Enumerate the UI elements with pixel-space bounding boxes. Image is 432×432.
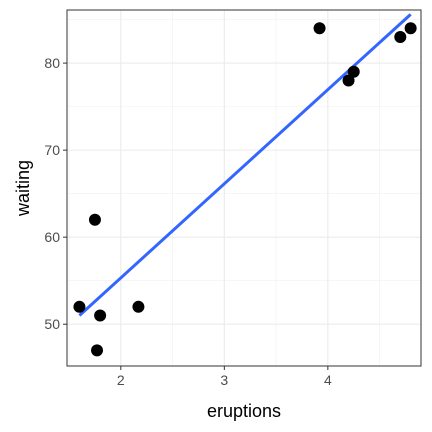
y-tick-label: 60	[44, 229, 60, 245]
data-point	[313, 22, 326, 35]
fit-line	[78, 13, 412, 317]
fit-line-group	[78, 13, 412, 317]
data-point	[342, 74, 355, 87]
data-point	[91, 344, 104, 357]
data-point	[88, 213, 101, 226]
data-point	[394, 30, 407, 43]
data-point	[73, 300, 86, 313]
data-points	[73, 22, 417, 357]
y-tick-label: 50	[44, 316, 60, 332]
data-point	[94, 309, 107, 322]
x-tick-label: 3	[220, 372, 228, 388]
x-tick-label: 2	[117, 372, 125, 388]
x-axis-title: eruptions	[207, 401, 281, 421]
grid-lines	[67, 10, 421, 366]
x-tick-label: 4	[324, 372, 332, 388]
axis-ticks: 2 3 4 50 60 70 80	[44, 55, 332, 388]
data-point	[404, 22, 417, 35]
data-point	[132, 300, 145, 313]
y-axis-title: waiting	[13, 160, 33, 217]
y-tick-label: 70	[44, 142, 60, 158]
panel-border	[66, 9, 422, 367]
data-point	[347, 65, 360, 78]
y-tick-label: 80	[44, 55, 60, 71]
